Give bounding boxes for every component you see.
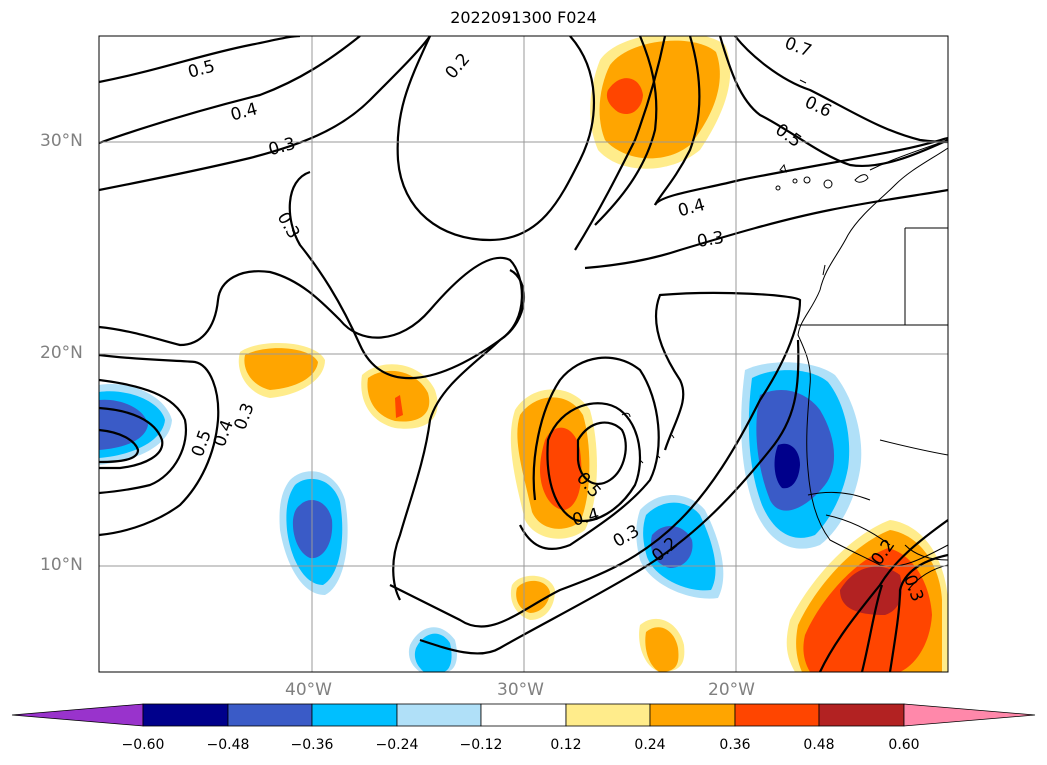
colorbar-tick: 0.60 bbox=[888, 737, 920, 753]
shaded-anomalies bbox=[99, 36, 948, 672]
coastlines bbox=[621, 79, 948, 591]
contour-label: 0.3 bbox=[695, 228, 725, 252]
lon-label-40w: 40°W bbox=[285, 680, 332, 700]
colorbar-tick: −0.24 bbox=[375, 737, 419, 753]
lat-label-10n: 10°N bbox=[40, 555, 83, 575]
colorbar-tick: 0.48 bbox=[803, 737, 835, 753]
colorbar-tick: 0.24 bbox=[634, 737, 666, 753]
colorbar bbox=[11, 703, 1036, 727]
colorbar-tick: −0.36 bbox=[290, 737, 334, 753]
colorbar-tick: −0.12 bbox=[459, 737, 503, 753]
colorbar-tick: −0.48 bbox=[206, 737, 250, 753]
lat-label-20n: 20°N bbox=[40, 343, 83, 363]
colorbar-tick: 0.36 bbox=[719, 737, 751, 753]
colorbar-tick: −0.60 bbox=[121, 737, 165, 753]
lat-label-30n: 30°N bbox=[40, 131, 83, 151]
colorbar-tick: 0.12 bbox=[550, 737, 582, 753]
lon-label-30w: 30°W bbox=[497, 680, 544, 700]
plot-area: 0.5 0.4 0.3 0.2 0.3 0.5 0.4 0.3 0.5 0.4 … bbox=[99, 36, 948, 672]
lon-label-20w: 20°W bbox=[708, 680, 755, 700]
graticule bbox=[99, 36, 948, 672]
plot-frame bbox=[98, 35, 949, 673]
map-title: 2022091300 F024 bbox=[450, 8, 597, 27]
